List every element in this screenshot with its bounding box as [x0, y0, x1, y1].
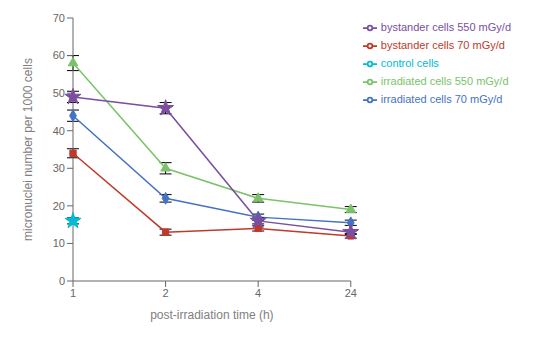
html-text:irradiated cells 70 mGy/d: irradiated cells 70 mGy/d: [380, 93, 503, 105]
svg-text:10: 10: [53, 237, 65, 249]
svg-text:24: 24: [345, 287, 357, 299]
svg-text:50: 50: [53, 87, 65, 99]
html-text:bystander cells 70 mGy/d: bystander cells 70 mGy/d: [380, 39, 505, 51]
svg-text:30: 30: [53, 162, 65, 174]
html-text:bystander cells 550 mGy/d: bystander cells 550 mGy/d: [380, 21, 511, 33]
html-text:irradiated cells 550 mGy/d: irradiated cells 550 mGy/d: [380, 75, 509, 87]
svg-text:1: 1: [70, 287, 76, 299]
svg-text:60: 60: [53, 49, 65, 61]
svg-text:0: 0: [59, 275, 65, 287]
svg-text:2: 2: [163, 287, 169, 299]
svg-text:70: 70: [53, 12, 65, 24]
svg-text:4: 4: [255, 287, 261, 299]
svg-text:40: 40: [53, 125, 65, 137]
html-text:control cells: control cells: [380, 57, 439, 69]
svg-text:post-irradiation time (h): post-irradiation time (h): [150, 308, 273, 322]
svg-text:20: 20: [53, 200, 65, 212]
svg-text:micronuclei number per 1000 ce: micronuclei number per 1000 cells: [21, 58, 35, 241]
